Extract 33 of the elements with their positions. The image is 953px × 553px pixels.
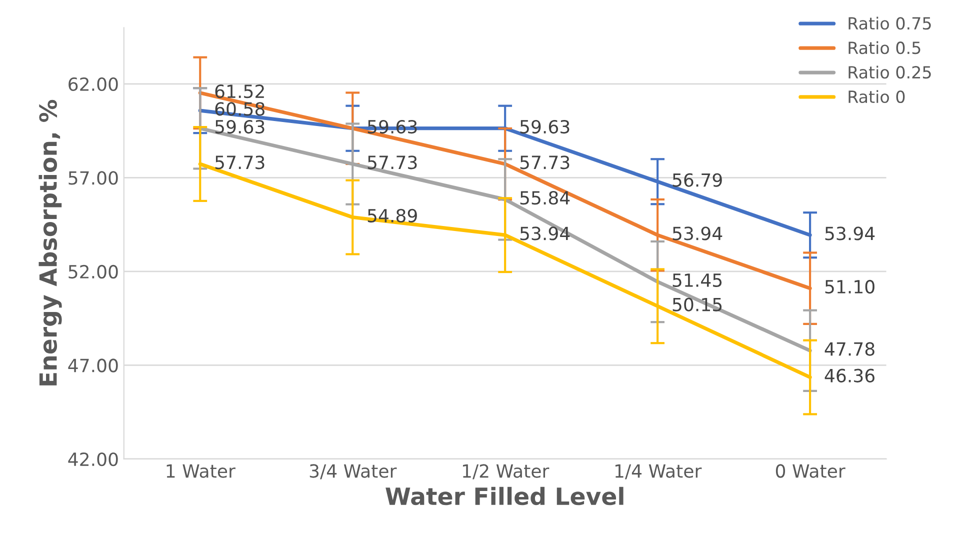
x-tick-label: 1 Water bbox=[166, 464, 236, 478]
x-tick-label: 1/4 Water bbox=[615, 464, 702, 480]
data-label: 51.45 bbox=[672, 274, 722, 288]
x-tick-label: 3/4 Water bbox=[310, 464, 397, 480]
x-tick-label: 1/2 Water bbox=[462, 464, 550, 480]
data-label: 50.15 bbox=[672, 298, 722, 312]
data-label: 53.94 bbox=[672, 226, 722, 240]
y-tick-label: 62.00 bbox=[68, 77, 118, 92]
legend-label: Ratio 0.75 bbox=[848, 16, 931, 30]
data-label: 53.94 bbox=[825, 226, 875, 240]
legend-label: Ratio 0.25 bbox=[848, 66, 931, 79]
y-tick-label: 47.00 bbox=[68, 358, 118, 372]
legend-label: Ratio 0 bbox=[848, 90, 905, 104]
y-tick-label: 52.00 bbox=[68, 264, 118, 279]
data-label: 46.36 bbox=[824, 368, 874, 382]
data-label: 51.10 bbox=[825, 280, 874, 294]
x-axis-title: Water Filled Level bbox=[386, 486, 624, 506]
data-label: 55.84 bbox=[520, 191, 570, 205]
y-axis-title: Energy Absorption, % bbox=[38, 100, 62, 386]
legend-label: Ratio 0.5 bbox=[848, 41, 920, 54]
y-tick-label: 42.00 bbox=[68, 452, 118, 466]
data-label: 56.79 bbox=[672, 173, 722, 187]
data-label: 57.73 bbox=[368, 156, 417, 170]
data-label: 47.78 bbox=[824, 342, 874, 356]
x-tick-label: 0 Water bbox=[776, 464, 846, 478]
y-tick-label: 57.00 bbox=[68, 171, 118, 185]
data-label: 54.89 bbox=[368, 208, 417, 222]
data-label: 57.73 bbox=[215, 156, 264, 170]
data-label: 59.63 bbox=[520, 120, 570, 134]
data-label: 59.63 bbox=[215, 120, 264, 134]
data-label: 57.73 bbox=[520, 156, 570, 170]
data-label: 53.94 bbox=[520, 226, 570, 240]
data-label: 61.52 bbox=[215, 84, 264, 98]
